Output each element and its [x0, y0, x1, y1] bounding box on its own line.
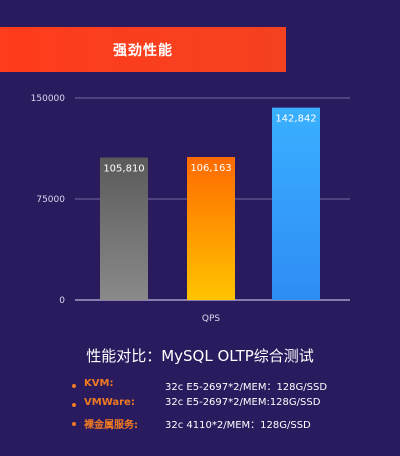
bar-chart: 0 75000 150000 105,810 106,163 142,842 QPS [31, 94, 350, 324]
legend-name: KVM: [84, 378, 114, 389]
y-tick-label: 150000 [31, 94, 66, 104]
legend-spec: 32c E5-2697*2/MEM:128G/SSD [165, 397, 321, 408]
bullet-icon [72, 403, 76, 407]
legend-spec: 32c E5-2697*2/MEM：128G/SSD [165, 382, 328, 393]
bar-value-label: 105,810 [103, 164, 144, 175]
legend-name: VMWare: [84, 397, 135, 408]
bar [187, 157, 235, 300]
x-axis-label: QPS [202, 314, 221, 324]
bar [272, 107, 320, 301]
legend-name: 裸金属服务: [84, 420, 138, 431]
y-tick-label: 0 [59, 296, 65, 306]
y-tick-label: 75000 [36, 195, 65, 205]
legend-item-bare-metal: 裸金属服务: 32c 4110*2/MEM：128G/SSD [0, 416, 400, 434]
bullet-icon [72, 422, 76, 426]
legend-spec: 32c 4110*2/MEM：128G/SSD [165, 420, 311, 431]
bar [100, 157, 148, 300]
bar-value-label: 106,163 [190, 163, 231, 174]
legend-item-kvm: KVM: 32c E5-2697*2/MEM：128G/SSD [0, 378, 400, 396]
bar-value-label: 142,842 [275, 114, 316, 125]
bullet-icon [72, 384, 76, 388]
test-title: 性能对比：MySQL OLTP综合测试 [86, 347, 314, 365]
banner-title: 强劲性能 [113, 42, 173, 59]
legend-item-vmware: VMWare: 32c E5-2697*2/MEM:128G/SSD [0, 397, 400, 415]
header-banner: 强劲性能 [0, 27, 286, 72]
